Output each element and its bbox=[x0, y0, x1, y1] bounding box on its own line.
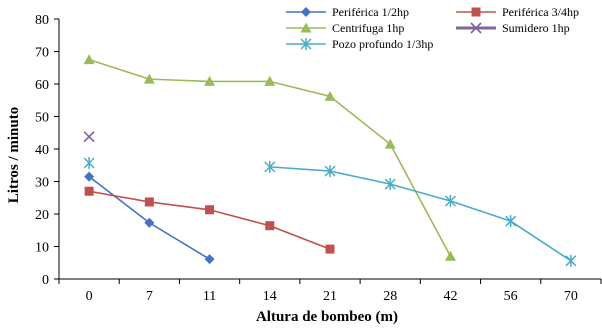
data-point bbox=[84, 186, 94, 196]
legend-item-centrifuga-1hp: Centrifuga 1hp bbox=[284, 20, 404, 36]
data-point bbox=[384, 178, 396, 191]
y-axis: 0 10 20 30 40 50 60 70 80 bbox=[35, 13, 60, 288]
data-point bbox=[143, 73, 155, 84]
data-point bbox=[144, 197, 154, 207]
y-tick-label: 80 bbox=[35, 13, 49, 28]
data-point bbox=[264, 160, 276, 173]
x-tick-label: 0 bbox=[86, 289, 93, 304]
data-point bbox=[204, 254, 215, 265]
data-point bbox=[505, 215, 517, 228]
legend: Periférica 1/2hp Periférica 3/4hp Centrifu… bbox=[284, 4, 600, 66]
y-tick-label: 20 bbox=[35, 208, 49, 223]
y-axis-label: Litros / minuto bbox=[6, 107, 22, 203]
legend-label: Periférica 1/2hp bbox=[332, 4, 409, 19]
data-point bbox=[324, 90, 336, 101]
y-tick-label: 10 bbox=[35, 241, 49, 256]
legend-swatch bbox=[286, 22, 326, 33]
legend-label: Sumidero 1hp bbox=[502, 20, 570, 35]
data-point bbox=[83, 54, 95, 65]
data-point bbox=[384, 138, 396, 149]
data-point bbox=[84, 171, 95, 182]
legend-item-sumidero-1hp: Sumidero 1hp bbox=[454, 20, 570, 36]
x-tick-label: 70 bbox=[564, 289, 578, 304]
legend-label: Periférica 3/4hp bbox=[502, 4, 579, 19]
data-point bbox=[205, 205, 215, 215]
y-tick-label: 60 bbox=[35, 78, 49, 93]
x-tick-label: 42 bbox=[443, 289, 457, 304]
legend-label: Centrifuga 1hp bbox=[332, 20, 405, 35]
data-point bbox=[444, 250, 456, 261]
legend-marker bbox=[470, 22, 482, 34]
y-tick-label: 40 bbox=[35, 143, 49, 158]
legend-swatch bbox=[456, 7, 496, 17]
data-point bbox=[204, 75, 216, 86]
series-pozo-profundo-1-3hp bbox=[83, 156, 577, 267]
x-tick-label: 11 bbox=[203, 289, 216, 304]
legend-swatch bbox=[286, 7, 326, 17]
legend-label: Pozo profundo 1/3hp bbox=[332, 36, 434, 51]
legend-swatch bbox=[456, 22, 496, 34]
legend-marker bbox=[471, 7, 481, 17]
data-point bbox=[144, 217, 155, 228]
x-axis-label: Altura de bombeo (m) bbox=[256, 309, 398, 325]
x-tick-label: 28 bbox=[383, 289, 397, 304]
x-tick-label: 56 bbox=[504, 289, 518, 304]
series-centrifuga-1hp bbox=[83, 54, 456, 261]
legend-item-pozo-profundo-1-3hp: Pozo profundo 1/3hp bbox=[284, 36, 433, 52]
legend-item-periferica-1-2hp: Periférica 1/2hp bbox=[284, 4, 409, 20]
x-tick-label: 21 bbox=[323, 289, 337, 304]
legend-item-periferica-3-4hp: Periférica 3/4hp bbox=[454, 4, 579, 20]
y-tick-label: 0 bbox=[42, 273, 49, 288]
data-point bbox=[264, 75, 276, 86]
data-point bbox=[565, 254, 577, 267]
x-tick-label: 14 bbox=[263, 289, 277, 304]
y-tick-label: 70 bbox=[35, 46, 49, 61]
y-tick-label: 50 bbox=[35, 111, 49, 126]
data-point bbox=[265, 221, 275, 231]
legend-swatch bbox=[286, 38, 326, 50]
legend-marker bbox=[300, 22, 312, 33]
legend-marker bbox=[301, 7, 311, 17]
data-point bbox=[83, 131, 95, 143]
data-point bbox=[83, 156, 95, 169]
plot-area bbox=[83, 54, 577, 267]
legend-marker bbox=[300, 38, 312, 50]
series-line bbox=[269, 166, 572, 262]
data-point bbox=[325, 244, 335, 254]
series-line bbox=[88, 190, 331, 250]
x-axis: 0 7 11 14 21 28 42 56 70 bbox=[58, 278, 602, 304]
x-tick-label: 7 bbox=[146, 289, 153, 304]
y-tick-label: 30 bbox=[35, 176, 49, 191]
data-point bbox=[444, 195, 456, 207]
series-sumidero-1hp bbox=[83, 131, 95, 143]
data-point bbox=[324, 165, 336, 178]
series-periferica-3-4hp bbox=[84, 186, 335, 254]
series-periferica-1-2hp bbox=[84, 171, 215, 265]
